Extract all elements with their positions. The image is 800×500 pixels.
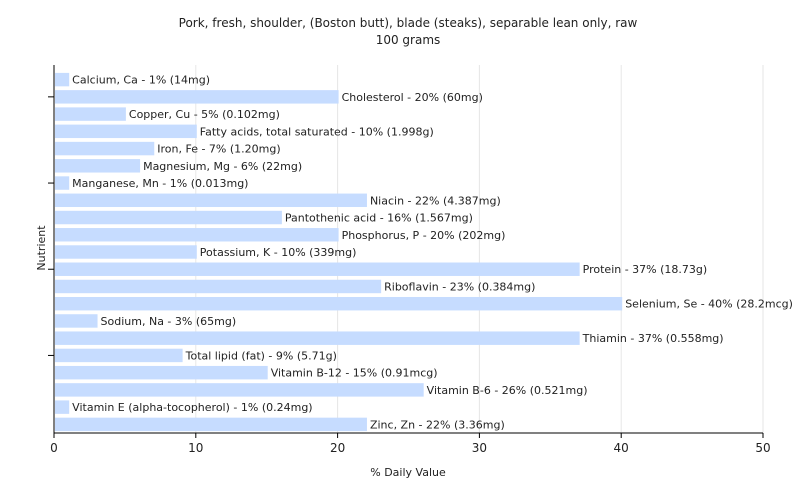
- bar-18: [55, 383, 424, 397]
- chart-title: Pork, fresh, shoulder, (Boston butt), bl…: [179, 16, 638, 30]
- bar-16: [55, 348, 183, 363]
- bar-14: [55, 314, 98, 328]
- bar-4: [55, 141, 155, 156]
- bar-20: [55, 417, 367, 432]
- bar-8: [55, 210, 282, 225]
- bar-7: [55, 193, 367, 208]
- bar-label-10: Potassium, K - 10% (339mg): [200, 246, 357, 259]
- bar-15: [55, 331, 580, 345]
- bar-label-0: Calcium, Ca - 1% (14mg): [72, 74, 210, 87]
- bar-label-5: Magnesium, Mg - 6% (22mg): [143, 160, 302, 173]
- bar-13: [55, 296, 623, 311]
- x-axis-label: % Daily Value: [370, 466, 446, 479]
- bar-label-14: Sodium, Na - 3% (65mg): [101, 315, 237, 328]
- bar-label-17: Vitamin B-12 - 15% (0.91mcg): [271, 367, 438, 380]
- bar-label-15: Thiamin - 37% (0.558mg): [582, 332, 724, 345]
- bar-12: [55, 279, 382, 294]
- bar-6: [55, 176, 70, 190]
- y-axis-label: Nutrient: [35, 225, 48, 271]
- bar-label-19: Vitamin E (alpha-tocopherol) - 1% (0.24m…: [72, 401, 312, 414]
- bar-2: [55, 107, 126, 121]
- x-tick-label-20: 20: [330, 441, 345, 455]
- bar-label-9: Phosphorus, P - 20% (202mg): [342, 229, 506, 242]
- x-tick-label-30: 30: [472, 441, 487, 455]
- bar-19: [55, 400, 70, 414]
- bar-label-2: Copper, Cu - 5% (0.102mg): [129, 108, 280, 121]
- x-tick-label-50: 50: [755, 441, 770, 455]
- bar-17: [55, 365, 268, 380]
- axes: 0 10 20 30 40 50: [48, 65, 771, 455]
- bar-0: [55, 72, 70, 87]
- x-tick-label-10: 10: [188, 441, 203, 455]
- bar-3: [55, 124, 197, 139]
- chart-subtitle: 100 grams: [376, 33, 441, 47]
- bar-label-4: Iron, Fe - 7% (1.20mg): [157, 143, 280, 156]
- bar-label-16: Total lipid (fat) - 9% (5.71g): [185, 349, 337, 362]
- x-tick-label-40: 40: [614, 441, 629, 455]
- bar-10: [55, 245, 197, 259]
- bars: Calcium, Ca - 1% (14mg) Cholesterol - 20%…: [55, 72, 793, 432]
- bar-label-18: Vitamin B-6 - 26% (0.521mg): [427, 384, 588, 397]
- bar-label-20: Zinc, Zn - 22% (3.36mg): [370, 418, 505, 431]
- bar-label-11: Protein - 37% (18.73g): [583, 263, 708, 276]
- bar-label-12: Riboflavin - 23% (0.384mg): [384, 280, 535, 293]
- bar-11: [55, 262, 580, 276]
- bar-9: [55, 228, 339, 242]
- bar-label-1: Cholesterol - 20% (60mg): [342, 91, 483, 104]
- bar-label-13: Selenium, Se - 40% (28.2mcg): [625, 298, 793, 311]
- bar-label-3: Fatty acids, total saturated - 10% (1.99…: [200, 125, 434, 138]
- bar-label-6: Manganese, Mn - 1% (0.013mg): [72, 177, 248, 190]
- bar-label-7: Niacin - 22% (4.387mg): [370, 194, 501, 207]
- x-tick-label-0: 0: [50, 441, 58, 455]
- bar-1: [55, 90, 339, 104]
- bar-label-8: Pantothenic acid - 16% (1.567mg): [285, 212, 473, 225]
- bar-5: [55, 159, 141, 173]
